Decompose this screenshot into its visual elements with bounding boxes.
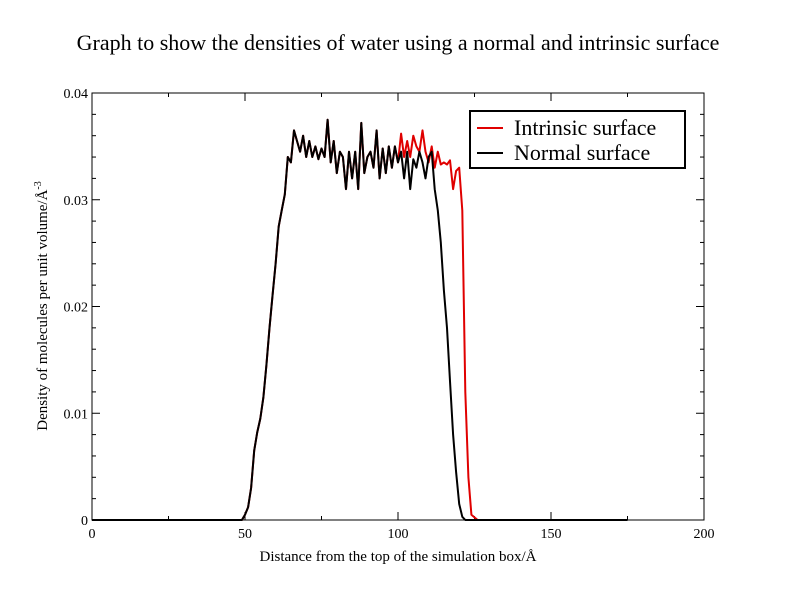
y-axis-label-group: Density of molecules per unit volume/Å-3 (33, 181, 51, 431)
x-axis-label: Distance from the top of the simulation … (259, 549, 536, 565)
legend-label: Intrinsic surface (514, 115, 656, 140)
plot-area: 0 50 100 150 200 0 0.01 0.02 0.03 0.04 (64, 87, 715, 542)
x-tick-label: 200 (694, 527, 715, 542)
chart-title: Graph to show the densities of water usi… (77, 30, 720, 55)
y-axis-label: Density of molecules per unit volume/Å-3 (33, 181, 51, 431)
series-line-intrinsic-surface (92, 118, 628, 521)
y-tick-label: 0.02 (64, 301, 89, 316)
y-tick-label: 0.04 (64, 87, 89, 102)
legend-box (469, 110, 686, 169)
x-tick-label: 0 (89, 527, 96, 542)
y-tick-label: 0.03 (64, 194, 89, 209)
x-tick-label: 150 (541, 527, 562, 542)
y-axis-label-text: Density of molecules per unit volume/Å (35, 189, 51, 430)
minor-ticks (92, 93, 704, 520)
legend-label: Normal surface (514, 140, 650, 165)
x-tick-label: 100 (388, 527, 409, 542)
x-axis-ticks: 0 50 100 150 200 (89, 93, 715, 542)
y-tick-label: 0 (81, 514, 88, 529)
y-tick-label: 0.01 (64, 407, 89, 422)
y-axis-label-superscript: -3 (33, 181, 44, 189)
series-layer (92, 118, 628, 521)
series-line-normal-surface (92, 118, 628, 521)
x-tick-label: 50 (238, 527, 252, 542)
y-axis-ticks: 0 0.01 0.02 0.03 0.04 (64, 87, 704, 529)
